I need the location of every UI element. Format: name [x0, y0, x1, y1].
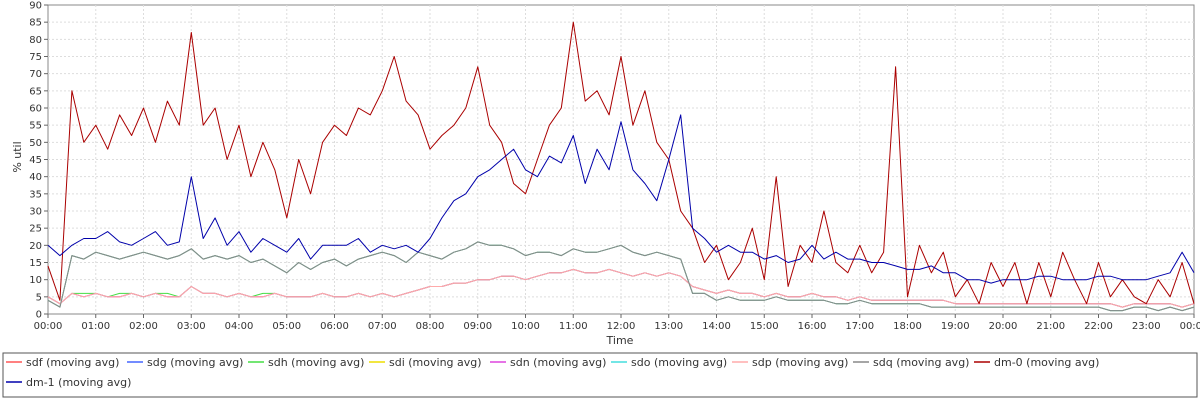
y-tick-label: 50 — [29, 138, 42, 149]
x-tick-label: 11:00 — [559, 321, 588, 332]
y-tick-label: 60 — [29, 104, 42, 115]
legend-label: sdf (moving avg) — [26, 356, 119, 369]
x-tick-label: 14:00 — [702, 321, 731, 332]
x-tick-label: 17:00 — [845, 321, 874, 332]
series-line-dm-1 — [47, 114, 1195, 284]
x-tick-label: 04:00 — [225, 321, 254, 332]
y-tick-label: 20 — [29, 241, 42, 252]
x-tick-label: 10:00 — [511, 321, 540, 332]
legend-label: sdp (moving avg) — [752, 356, 848, 369]
y-tick-label: 5 — [36, 292, 42, 303]
legend-label: dm-1 (moving avg) — [26, 376, 131, 389]
x-tick-label: 21:00 — [1036, 321, 1065, 332]
x-tick-label: 02:00 — [129, 321, 158, 332]
y-tick-label: 85 — [29, 18, 42, 29]
legend-label: sdn (moving avg) — [510, 356, 606, 369]
y-tick-label: 65 — [29, 86, 42, 97]
y-tick-label: 40 — [29, 172, 42, 183]
legend-label: sdh (moving avg) — [268, 356, 364, 369]
y-axis-label: % util — [11, 141, 24, 172]
x-tick-label: 19:00 — [941, 321, 970, 332]
x-tick-label: 00:00 — [1180, 321, 1200, 332]
legend-box — [2, 352, 1198, 398]
x-axis-label: Time — [606, 334, 634, 347]
y-tick-label: 0 — [36, 310, 42, 321]
x-tick-label: 22:00 — [1084, 321, 1113, 332]
y-tick-label: 15 — [29, 258, 42, 269]
series-line-sdp — [47, 268, 1195, 308]
y-tick-label: 90 — [29, 1, 42, 12]
x-axis: 00:00 01:00 02:00 03:00 04:00 05:00 06:00 07:00… — [34, 314, 1200, 332]
y-tick-label: 35 — [29, 189, 42, 200]
legend-label: sdo (moving avg) — [631, 356, 727, 369]
x-tick-label: 08:00 — [416, 321, 445, 332]
x-tick-label: 18:00 — [893, 321, 922, 332]
y-tick-label: 75 — [29, 52, 42, 63]
y-tick-label: 25 — [29, 224, 42, 235]
legend-label: sdi (moving avg) — [389, 356, 482, 369]
legend: sdf (moving avg) sdg (moving avg) sdh (mov… — [6, 356, 1099, 389]
x-tick-label: 13:00 — [654, 321, 683, 332]
x-tick-label: 06:00 — [320, 321, 349, 332]
legend-label: sdq (moving avg) — [873, 356, 969, 369]
y-tick-label: 10 — [29, 275, 42, 286]
x-tick-label: 03:00 — [177, 321, 206, 332]
y-tick-label: 30 — [29, 207, 42, 218]
series-line-dm-0 — [47, 21, 1195, 305]
x-tick-label: 07:00 — [368, 321, 397, 332]
x-tick-label: 01:00 — [81, 321, 110, 332]
x-tick-label: 15:00 — [750, 321, 779, 332]
x-tick-label: 20:00 — [989, 321, 1018, 332]
x-tick-label: 05:00 — [272, 321, 301, 332]
y-tick-label: 70 — [29, 69, 42, 80]
y-tick-label: 55 — [29, 121, 42, 132]
y-tick-label: 45 — [29, 155, 42, 166]
x-tick-label: 09:00 — [463, 321, 492, 332]
legend-label: sdg (moving avg) — [147, 356, 243, 369]
y-axis: 0 5 10 15 20 25 30 35 40 45 50 55 60 65 70 75 80 85 90 — [29, 1, 48, 321]
x-tick-label: 12:00 — [607, 321, 636, 332]
x-tick-label: 16:00 — [798, 321, 827, 332]
x-tick-label: 23:00 — [1132, 321, 1161, 332]
legend-label: dm-0 (moving avg) — [994, 356, 1099, 369]
x-tick-label: 00:00 — [34, 321, 63, 332]
series-lines — [47, 21, 1195, 312]
y-tick-label: 80 — [29, 35, 42, 46]
series-line-sdq — [47, 241, 1195, 312]
